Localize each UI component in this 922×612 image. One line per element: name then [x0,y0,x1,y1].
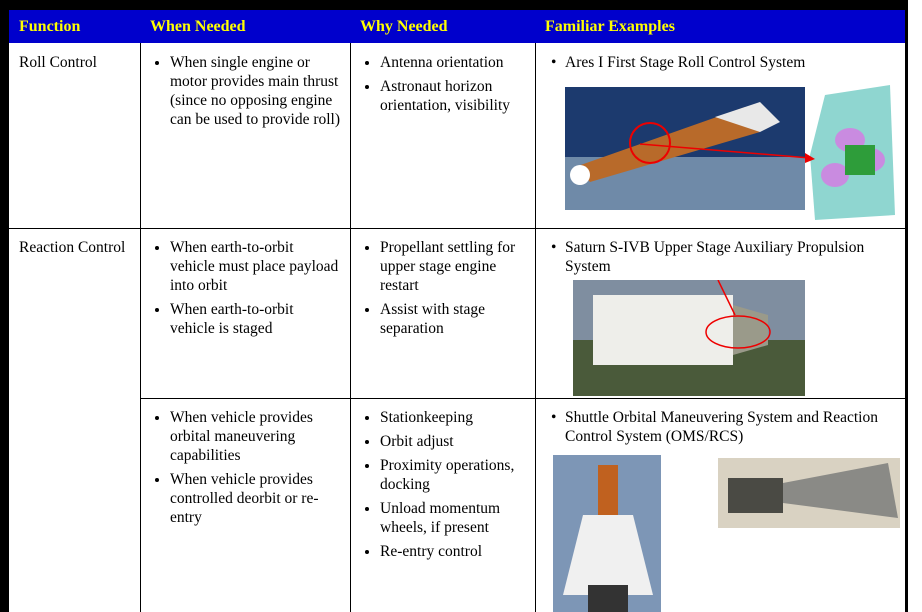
when-cell: When vehicle provides orbital maneuverin… [140,398,350,612]
bullet-item: When earth-to-orbit vehicle must place p… [170,238,342,295]
when-cell: When single engine or motor provides mai… [140,43,350,228]
bullet-item: When earth-to-orbit vehicle is staged [170,300,342,338]
why-cell: Antenna orientation Astronaut horizon ori… [350,43,535,228]
cell-border [140,43,141,612]
bullet-item: When vehicle provides orbital maneuverin… [170,408,342,465]
bullet-item: Unload momentum wheels, if present [380,499,527,537]
bullet-item: When single engine or motor provides mai… [170,53,342,129]
cell-border [535,43,536,612]
bullet-item: Astronaut horizon orientation, visibilit… [380,77,527,115]
border [0,0,9,612]
header-cell: Why Needed [350,10,535,43]
example-text: Saturn S-IVB Upper Stage Auxiliary Propu… [545,238,897,276]
examples-cell: Shuttle Orbital Maneuvering System and R… [535,398,905,612]
function-label: Reaction Control [19,239,126,256]
bullet-item: Re-entry control [380,542,527,561]
bullet-item: Orbit adjust [380,432,527,451]
header-cell: When Needed [140,10,350,43]
why-cell: Propellant settling for upper stage engi… [350,228,535,398]
saturn-photo [573,280,805,396]
when-cell: When earth-to-orbit vehicle must place p… [140,228,350,398]
examples-cell: Ares I First Stage Roll Control System [535,43,905,228]
bullet-item: Propellant settling for upper stage engi… [380,238,527,295]
border [0,0,908,10]
rocket-photo [565,87,805,210]
bullet-list: When vehicle provides orbital maneuverin… [150,408,342,527]
bullet-list: Stationkeeping Orbit adjust Proximity oper… [360,408,527,561]
cell-border [350,43,351,612]
bullet-item: Stationkeeping [380,408,527,427]
oms-photo [718,458,900,528]
bullet-list: Propellant settling for upper stage engi… [360,238,527,338]
examples-cell: Saturn S-IVB Upper Stage Auxiliary Propu… [535,228,905,398]
bullet-item: When vehicle provides controlled deorbit… [170,470,342,527]
row-border [9,228,905,229]
border [905,0,908,612]
function-cell: Roll Control [9,43,140,228]
function-cell: Reaction Control [9,228,140,612]
rcs-model [810,85,895,220]
header-cell: Function [9,10,140,43]
header-cell: Familiar Examples [535,10,905,43]
bullet-item: Assist with stage separation [380,300,527,338]
bullet-item: Proximity operations, docking [380,456,527,494]
bullet-item: Antenna orientation [380,53,527,72]
function-label: Roll Control [19,54,97,71]
bullet-list: Antenna orientation Astronaut horizon ori… [360,53,527,115]
shuttle-photo [553,455,661,612]
bullet-list: When earth-to-orbit vehicle must place p… [150,238,342,338]
bullet-list: When single engine or motor provides mai… [150,53,342,129]
arrow [640,143,815,163]
why-cell: Stationkeeping Orbit adjust Proximity oper… [350,398,535,612]
example-text: Shuttle Orbital Maneuvering System and R… [545,408,897,446]
row-border [140,398,905,399]
example-text: Ares I First Stage Roll Control System [545,53,897,72]
